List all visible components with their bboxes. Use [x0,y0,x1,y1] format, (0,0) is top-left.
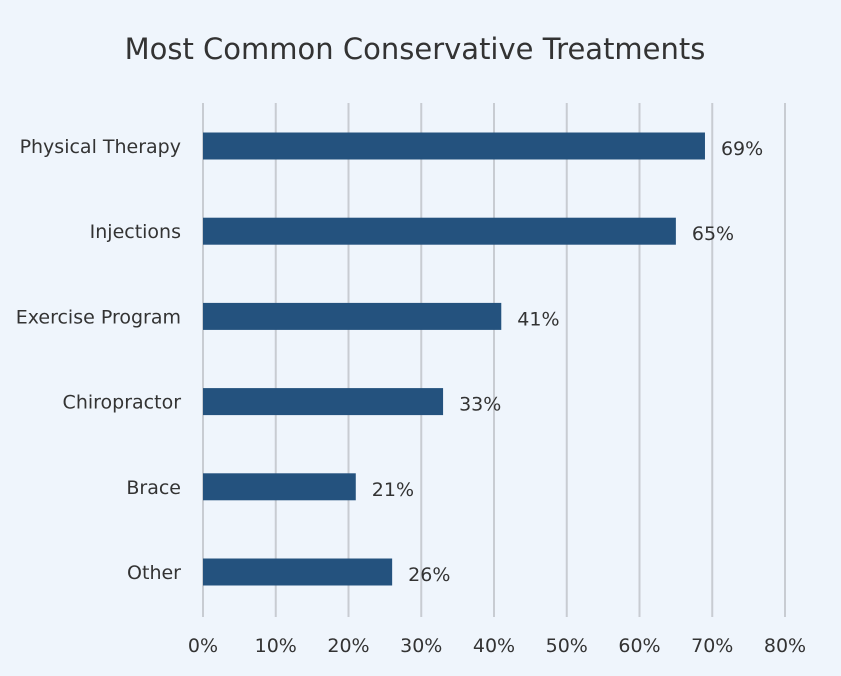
x-tick-label: 30% [400,635,442,657]
category-labels: Physical Therapy Injections Exercise Progr… [16,136,181,584]
data-labels: 69% 65% 41% 33% 21% 26% [372,138,763,586]
category-label: Exercise Program [16,306,181,328]
x-tick-label: 80% [764,635,806,657]
data-label: 69% [721,138,763,160]
bar [203,473,356,501]
x-tick-label: 20% [327,635,369,657]
data-label: 26% [408,564,450,586]
x-tick-label: 10% [255,635,297,657]
category-label: Brace [126,477,181,499]
bar [203,388,444,416]
x-tick-label: 70% [691,635,733,657]
data-label: 21% [372,479,414,501]
category-label: Chiropractor [63,392,182,414]
bar [203,217,676,245]
x-tick-label: 50% [546,635,588,657]
category-label: Injections [90,221,181,243]
data-label: 33% [459,394,501,416]
x-tick-label: 0% [188,635,218,657]
x-axis-ticks: 0% 10% 20% 30% 40% 50% 60% 70% 80% [188,635,806,657]
x-tick-label: 40% [473,635,515,657]
category-label: Physical Therapy [20,136,181,158]
category-label: Other [127,562,181,584]
x-tick-label: 60% [618,635,660,657]
chart-title: Most Common Conservative Treatments [125,32,706,66]
data-label: 65% [692,223,734,245]
gridlines [202,103,786,617]
bar [203,132,705,160]
data-label: 41% [517,308,559,330]
bars [203,132,705,586]
bar [203,302,502,330]
bar [203,558,393,586]
